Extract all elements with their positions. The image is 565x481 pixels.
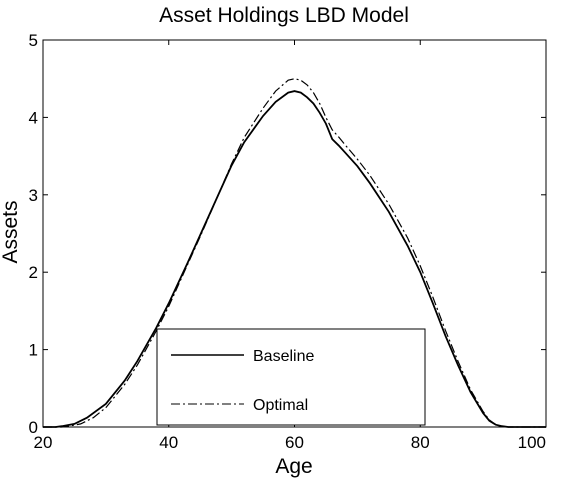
x-tick-label: 100 [518, 433, 546, 452]
x-axis-label: Age [275, 455, 312, 478]
series-line-baseline [43, 90, 546, 428]
plot-area: 20 40 60 80 100 0 1 2 3 4 5 [29, 31, 547, 452]
x-tick-label: 40 [159, 433, 178, 452]
y-tick-label: 0 [29, 418, 38, 437]
x-tick-label: 80 [411, 433, 430, 452]
chart-title: Asset Holdings LBD Model [159, 4, 409, 27]
y-tick-label: 2 [29, 263, 38, 282]
series-line-optimal [43, 78, 546, 428]
y-tick-label: 1 [29, 341, 38, 360]
ticks-layer: 20 40 60 80 100 0 1 2 3 4 5 [29, 31, 547, 452]
y-axis-label: Assets [0, 200, 22, 263]
x-tick-label: 20 [34, 433, 53, 452]
lines-layer [43, 78, 546, 428]
legend: Baseline Optimal [156, 328, 426, 426]
y-tick-label: 5 [29, 31, 38, 50]
legend-label-baseline: Baseline [253, 348, 314, 365]
legend-label-optimal: Optimal [253, 397, 308, 414]
y-tick-label: 4 [29, 108, 38, 127]
legend-box [156, 328, 426, 426]
x-tick-label: 60 [285, 433, 304, 452]
y-tick-label: 3 [29, 186, 38, 205]
